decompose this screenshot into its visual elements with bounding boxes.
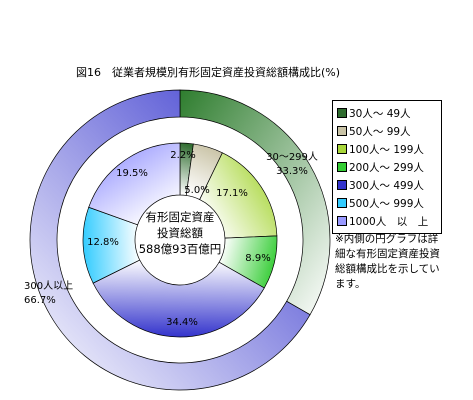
inner-slice-label: 8.9% xyxy=(245,253,270,264)
inner-slice-label: 12.8% xyxy=(87,237,119,248)
legend-item: 200人～ 299人 xyxy=(333,158,441,176)
legend-item: 50人～ 99人 xyxy=(333,122,441,140)
inner-slice xyxy=(88,142,181,226)
inner-slice-label: 17.1% xyxy=(216,188,248,199)
outer-slice-label: 300人以上 xyxy=(24,280,73,292)
legend-label: 100人～ 199人 xyxy=(349,143,424,156)
chart-labels: 2.2% 5.0% 17.1% 8.9% 34.4% 12.8% 19.5% 30～299人 3… xyxy=(24,150,318,328)
legend-swatch xyxy=(337,144,347,154)
legend-swatch xyxy=(337,108,347,118)
legend-label: 200人～ 299人 xyxy=(349,161,424,174)
center-label-line3: 588億93百億円 xyxy=(139,242,222,256)
center-label: 有形固定資産 投資総額 588億93百億円 xyxy=(139,210,222,256)
chart-note: ※内側の円グラフは詳細な有形固定資産投資総額構成比を示しています。 xyxy=(335,233,440,290)
chart-legend: 30人～ 49人 50人～ 99人 100人～ 199人 200人～ 299人 300人… xyxy=(332,100,442,234)
inner-slice-label: 5.0% xyxy=(184,185,209,196)
inner-slice-label: 2.2% xyxy=(170,150,195,161)
outer-slice xyxy=(29,89,311,391)
inner-slice xyxy=(92,259,265,338)
legend-item: 1000人 以 上 xyxy=(333,212,441,230)
legend-swatch xyxy=(337,180,347,190)
outer-ring xyxy=(29,89,331,391)
legend-label: 1000人 以 上 xyxy=(349,215,429,228)
legend-swatch xyxy=(337,216,347,226)
inner-ring xyxy=(82,142,278,338)
legend-item: 30人～ 49人 xyxy=(333,104,441,122)
legend-swatch xyxy=(337,198,347,208)
legend-label: 30人～ 49人 xyxy=(349,107,411,120)
chart-title: 図16 従業者規模別有形固定資産投資総額構成比(%) xyxy=(76,66,341,79)
outer-slice-label: 33.3% xyxy=(276,166,308,177)
inner-slice-label: 19.5% xyxy=(116,168,148,179)
legend-swatch xyxy=(337,162,347,172)
legend-label: 50人～ 99人 xyxy=(349,125,411,138)
center-label-line1: 有形固定資産 xyxy=(146,210,215,224)
center-label-line2: 投資総額 xyxy=(157,226,203,240)
inner-slice-label: 34.4% xyxy=(166,317,198,328)
legend-item: 300人～ 499人 xyxy=(333,176,441,194)
legend-swatch xyxy=(337,126,347,136)
outer-slice-label: 30～299人 xyxy=(266,151,318,163)
outer-slice-label: 66.7% xyxy=(24,295,56,306)
legend-item: 500人～ 999人 xyxy=(333,194,441,212)
legend-label: 300人～ 499人 xyxy=(349,179,424,192)
legend-label: 500人～ 999人 xyxy=(349,197,424,210)
legend-item: 100人～ 199人 xyxy=(333,140,441,158)
